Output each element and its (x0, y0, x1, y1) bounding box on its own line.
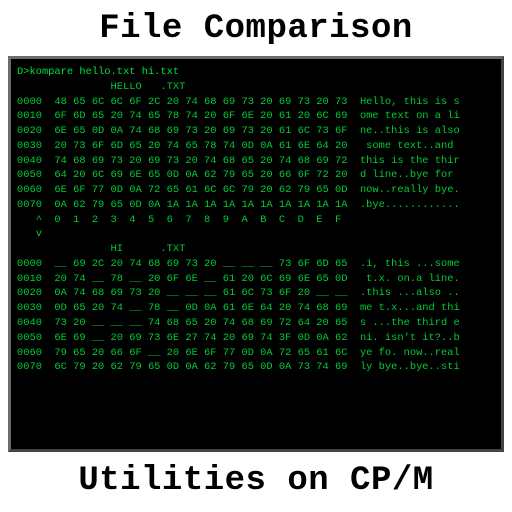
hex-row: 0050 64 20 6C 69 6E 65 0D 0A 62 79 65 20… (17, 169, 460, 181)
hex-row: 0070 6C 79 20 62 79 65 0D 0A 62 79 65 0D… (17, 361, 460, 373)
ruler-down: v (17, 228, 42, 240)
hex-row: 0010 6F 6D 65 20 74 65 78 74 20 6F 6E 20… (17, 110, 460, 122)
command-line: D>kompare hello.txt hi.txt (17, 66, 179, 78)
hex-row: 0070 0A 62 79 65 0D 0A 1A 1A 1A 1A 1A 1A… (17, 199, 460, 211)
hex-row: 0060 79 65 20 66 6F __ 20 6E 6F 77 0D 0A… (17, 347, 460, 359)
hex-row: 0020 0A 74 68 69 73 20 __ __ __ 61 6C 73… (17, 287, 460, 299)
hex-row: 0040 73 20 __ __ __ 74 68 65 20 74 68 69… (17, 317, 460, 329)
hex-row: 0030 0D 65 20 74 __ 78 __ 0D 0A 61 6E 64… (17, 302, 460, 314)
hex-row: 0000 48 65 6C 6C 6F 2C 20 74 68 69 73 20… (17, 96, 460, 108)
ruler-up: ^ 0 1 2 3 4 5 6 7 8 9 A B C D E F (17, 214, 341, 226)
hex-row: 0030 20 73 6F 6D 65 20 74 65 78 74 0D 0A… (17, 140, 460, 152)
hex-row: 0010 20 74 __ 78 __ 20 6F 6E __ 61 20 6C… (17, 273, 460, 285)
terminal-output: D>kompare hello.txt hi.txt HELLO .TXT 00… (17, 65, 497, 375)
terminal-window: D>kompare hello.txt hi.txt HELLO .TXT 00… (8, 56, 504, 452)
hex-row: 0060 6E 6F 77 0D 0A 72 65 61 6C 6C 79 20… (17, 184, 460, 196)
hex-header-2: HI .TXT (17, 243, 185, 255)
page-title-top: File Comparison (0, 0, 512, 56)
hex-row: 0000 __ 69 2C 20 74 68 69 73 20 __ __ __… (17, 258, 460, 270)
page-title-bottom: Utilities on CP/M (0, 452, 512, 508)
hex-row: 0020 6E 65 0D 0A 74 68 69 73 20 69 73 20… (17, 125, 460, 137)
hex-header-1: HELLO .TXT (17, 81, 185, 93)
hex-row: 0050 6E 69 __ 20 69 73 6E 27 74 20 69 74… (17, 332, 460, 344)
hex-row: 0040 74 68 69 73 20 69 73 20 74 68 65 20… (17, 155, 460, 167)
